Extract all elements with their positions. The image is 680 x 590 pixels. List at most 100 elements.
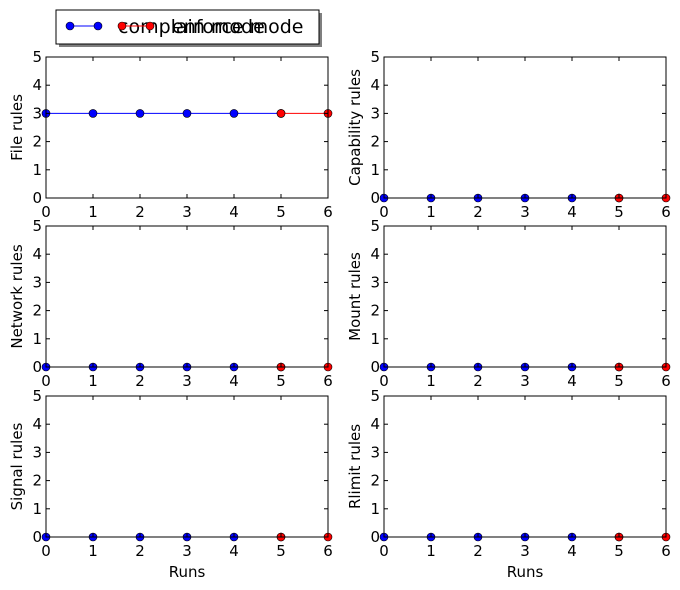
x-tick-label: 4 (229, 372, 239, 390)
x-tick-label: 4 (567, 203, 577, 221)
axes-frame (383, 56, 667, 199)
y-tick-label: 1 (32, 500, 42, 518)
x-tick-label: 6 (323, 542, 333, 560)
x-tick-label: 3 (182, 372, 192, 390)
legend-complain-label: complain mode (118, 16, 265, 38)
x-tick-label: 6 (661, 203, 671, 221)
x-tick-label: 4 (229, 203, 239, 221)
y-axis-label: Capability rules (346, 69, 364, 186)
x-tick-label: 2 (135, 542, 145, 560)
x-tick-label: 6 (661, 542, 671, 560)
y-tick-label: 3 (32, 443, 42, 461)
y-tick-label: 0 (370, 358, 380, 376)
y-tick-label: 0 (32, 189, 42, 207)
y-tick-label: 5 (32, 48, 42, 66)
x-tick-label: 6 (323, 203, 333, 221)
y-tick-label: 2 (32, 302, 42, 320)
legend-frame (55, 9, 320, 45)
y-tick-label: 4 (370, 245, 380, 263)
x-tick-label: 1 (426, 203, 436, 221)
y-tick-label: 3 (370, 104, 380, 122)
subplot-file-rules: 0 1 2 3 4 5 6 0 1 2 3 4 5 File rules (8, 48, 333, 221)
x-tick-label: 0 (379, 203, 389, 221)
y-tick-label: 5 (370, 48, 380, 66)
subplot-capability-rules: 0 1 2 3 4 5 6 0 1 2 3 4 5 Capability rules (346, 48, 671, 221)
axes-frame (383, 395, 667, 538)
y-tick-label: 0 (32, 358, 42, 376)
axes-frame (45, 56, 329, 199)
data-point (229, 109, 239, 118)
x-tick-label: 4 (567, 542, 577, 560)
legend-enforce-label: enforce mode (172, 16, 304, 38)
y-tick-label: 3 (370, 273, 380, 291)
y-tick-label: 4 (32, 415, 42, 433)
axes-frame (383, 225, 667, 368)
axes-frame (45, 225, 329, 368)
x-tick-label: 2 (473, 372, 483, 390)
y-tick-label: 4 (370, 415, 380, 433)
y-tick-label: 0 (32, 528, 42, 546)
subplot-rlimit-rules: 0 1 2 3 4 5 6 0 1 2 3 4 5 Rlimit rules Runs (346, 387, 671, 581)
x-tick-label: 1 (426, 372, 436, 390)
y-tick-label: 5 (32, 387, 42, 405)
data-point (88, 109, 98, 118)
x-tick-label: 5 (276, 542, 286, 560)
x-tick-label: 0 (41, 542, 51, 560)
axes-frame (45, 395, 329, 538)
x-tick-label: 5 (614, 203, 624, 221)
subplot-signal-rules: 0 1 2 3 4 5 6 0 1 2 3 4 5 Signal rules Runs (8, 387, 333, 581)
legend-complain-marker (65, 21, 75, 31)
legend-complain-marker (93, 21, 103, 31)
legend-enforce-marker (117, 21, 127, 31)
y-axis-label: Rlimit rules (346, 424, 364, 509)
x-tick-label: 5 (614, 372, 624, 390)
x-tick-label: 4 (567, 372, 577, 390)
y-tick-label: 5 (370, 217, 380, 235)
x-tick-label: 1 (88, 203, 98, 221)
x-tick-label: 5 (276, 203, 286, 221)
subplot-grid: 0 1 2 3 4 5 6 0 1 2 3 4 5 File rules 0 1 2 3 4 5 6 0 1 2 3 4 5 Capa… (8, 48, 671, 581)
y-tick-label: 0 (370, 528, 380, 546)
y-tick-label: 2 (370, 472, 380, 490)
x-tick-label: 2 (473, 542, 483, 560)
y-axis-label: Signal rules (8, 422, 26, 510)
x-tick-label: 6 (661, 372, 671, 390)
x-tick-label: 1 (426, 542, 436, 560)
subplot-network-rules: 0 1 2 3 4 5 6 0 1 2 3 4 5 Network rules (8, 217, 333, 390)
y-tick-label: 1 (370, 500, 380, 518)
y-tick-label: 3 (32, 104, 42, 122)
legend: complain mode enforce mode (55, 9, 322, 47)
y-tick-label: 4 (32, 245, 42, 263)
y-tick-label: 2 (32, 133, 42, 151)
x-tick-label: 3 (520, 542, 530, 560)
x-tick-label: 5 (614, 542, 624, 560)
y-tick-label: 5 (32, 217, 42, 235)
y-tick-label: 3 (32, 273, 42, 291)
x-tick-label: 0 (41, 203, 51, 221)
x-tick-label: 1 (88, 372, 98, 390)
y-tick-label: 4 (370, 76, 380, 94)
x-tick-label: 1 (88, 542, 98, 560)
x-tick-label: 0 (379, 372, 389, 390)
y-tick-label: 3 (370, 443, 380, 461)
x-axis-label: Runs (507, 563, 544, 581)
x-tick-label: 6 (323, 372, 333, 390)
x-tick-label: 0 (41, 372, 51, 390)
y-tick-label: 1 (32, 161, 42, 179)
x-tick-label: 4 (229, 542, 239, 560)
data-point (182, 109, 192, 118)
y-tick-label: 4 (32, 76, 42, 94)
x-tick-label: 5 (276, 372, 286, 390)
x-tick-label: 3 (182, 203, 192, 221)
y-tick-label: 1 (370, 161, 380, 179)
x-tick-label: 2 (135, 372, 145, 390)
y-axis-label: File rules (8, 94, 26, 161)
y-tick-label: 2 (370, 302, 380, 320)
x-axis-label: Runs (169, 563, 206, 581)
x-tick-label: 0 (379, 542, 389, 560)
y-tick-label: 2 (370, 133, 380, 151)
data-point (276, 109, 286, 118)
x-tick-label: 3 (520, 372, 530, 390)
y-tick-label: 0 (370, 189, 380, 207)
